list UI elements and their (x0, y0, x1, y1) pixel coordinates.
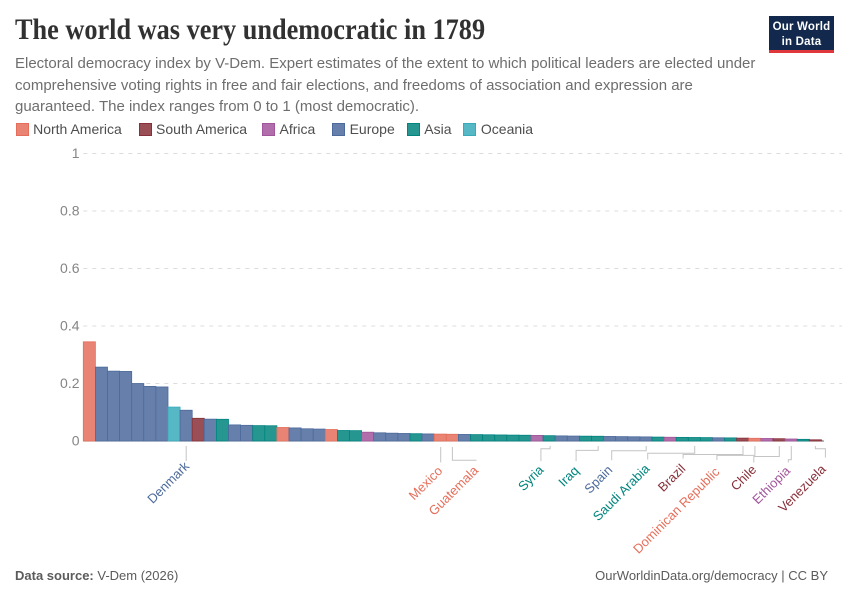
svg-text:Syria: Syria (515, 462, 547, 494)
svg-text:0.6: 0.6 (60, 260, 80, 276)
svg-text:Iraq: Iraq (555, 463, 581, 489)
svg-text:Denmark: Denmark (144, 458, 192, 506)
svg-text:1: 1 (72, 145, 80, 161)
svg-text:0.2: 0.2 (60, 375, 80, 391)
svg-text:Chile: Chile (728, 462, 760, 494)
svg-text:Spain: Spain (581, 462, 615, 496)
svg-text:0: 0 (72, 433, 80, 449)
svg-text:Brazil: Brazil (655, 461, 689, 495)
svg-text:0.8: 0.8 (60, 203, 80, 219)
svg-text:0.4: 0.4 (60, 318, 80, 334)
